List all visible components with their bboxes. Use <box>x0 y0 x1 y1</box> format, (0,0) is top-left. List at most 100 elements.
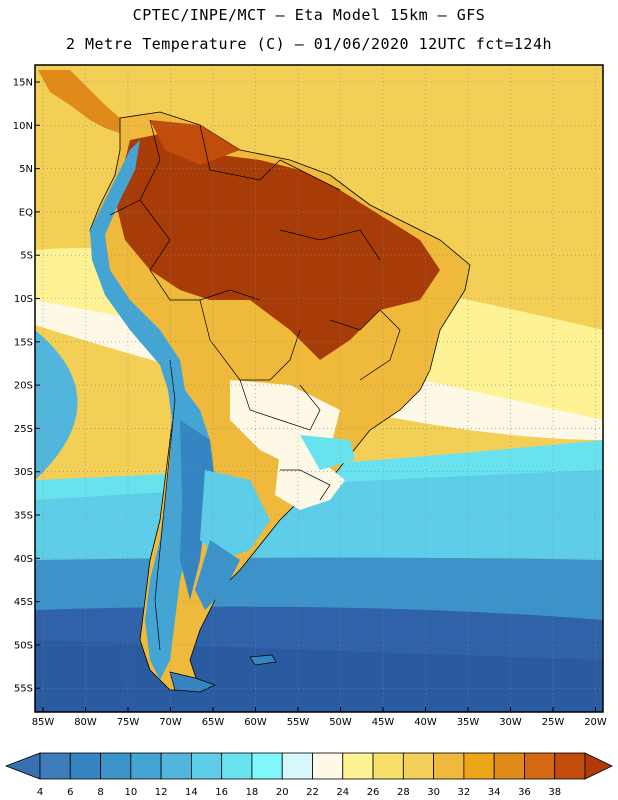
uruguay-cool <box>275 450 345 510</box>
colorbar-swatch <box>100 752 132 780</box>
longitude-labels: 85W 80W 75W 70W 65W 60W 55W 50W 45W 40W 35W 30W 25W 2… <box>32 707 607 728</box>
lon-label: 70W <box>159 717 182 728</box>
colorbar-swatch <box>312 752 344 780</box>
colorbar-label: 32 <box>458 787 471 798</box>
colorbar-label: 8 <box>97 787 103 798</box>
colorbar-label: 24 <box>336 787 349 798</box>
border-peru-brazil <box>139 199 261 301</box>
border-bolivia <box>199 299 301 381</box>
colorbar-low-arrow <box>4 752 41 780</box>
colorbar-swatch <box>69 752 101 780</box>
lon-label: 85W <box>32 717 55 728</box>
map-field <box>35 65 603 712</box>
amazon-hot-region <box>115 130 440 360</box>
andes-cold-spine <box>90 140 210 680</box>
colorbar-swatch <box>493 752 525 780</box>
lon-label: 80W <box>74 717 97 728</box>
border-uruguay <box>280 469 331 501</box>
lat-label: 5S <box>20 251 33 262</box>
lat-label: 10S <box>14 294 33 305</box>
map-frame <box>34 64 604 713</box>
country-borders <box>109 119 401 651</box>
colorbar-swatch <box>39 752 71 780</box>
border-brazil-north <box>279 229 381 261</box>
border-colombia <box>109 119 161 216</box>
colorbar-swatch <box>402 752 435 780</box>
lat-label: 35S <box>14 511 33 522</box>
lat-label: 45S <box>14 597 33 608</box>
colorbar-label: 36 <box>518 787 531 798</box>
colorbar-label: 38 <box>548 787 561 798</box>
colorbar-label: 10 <box>124 787 137 798</box>
colorbar-labels: 4 6 8 10 12 14 16 18 20 22 24 26 28 30 32 34 36 38 <box>37 787 561 798</box>
lat-label: 50S <box>14 640 33 651</box>
colorbar-swatch <box>524 752 556 780</box>
lat-label: 20S <box>14 381 33 392</box>
lat-label: 30S <box>14 467 33 478</box>
colorbar-label: 26 <box>367 787 380 798</box>
central-america <box>38 70 135 135</box>
venezuela-hot <box>150 120 240 165</box>
colorbar-high-arrow <box>584 752 613 780</box>
south-brazil-cool <box>300 435 355 470</box>
lat-label: 40S <box>14 554 33 565</box>
colorbar-swatch <box>251 752 283 780</box>
colorbar-label: 6 <box>67 787 73 798</box>
colorbar-label: 20 <box>276 787 289 798</box>
lat-label: 55S <box>14 684 33 695</box>
map-grid <box>35 65 603 712</box>
colorbar-swatch <box>463 752 495 780</box>
lon-label: 35W <box>457 717 480 728</box>
border-chile-argentina <box>154 359 176 651</box>
lon-label: 75W <box>117 717 140 728</box>
colorbar-swatch <box>130 752 162 780</box>
colorbar <box>4 752 613 780</box>
colorbar-swatch <box>221 752 253 780</box>
colorbar-swatch <box>554 752 586 780</box>
andes-coldest <box>180 420 215 600</box>
lon-label: 50W <box>329 717 352 728</box>
colorbar-label: 30 <box>427 787 440 798</box>
colorbar-label: 28 <box>397 787 410 798</box>
lat-label: EQ <box>19 207 33 218</box>
lat-label: 25S <box>14 424 33 435</box>
ocean-band-cyan <box>35 325 603 500</box>
colorbar-label: 14 <box>185 787 198 798</box>
chart-title-line-2: 2 Metre Temperature (C) – 01/06/2020 12U… <box>65 35 553 53</box>
colorbar-swatch <box>433 752 465 780</box>
colorbar-swatch <box>160 752 192 780</box>
lon-label: 45W <box>372 717 395 728</box>
lat-label: 5N <box>19 164 33 175</box>
latitude-labels: 15N 10N 5N EQ 5S 10S 15S 20S 25S 30S 35S 40S 45S 50S 5… <box>13 78 40 695</box>
colorbar-swatch <box>342 752 374 780</box>
lon-label: 25W <box>542 717 565 728</box>
falkland-islands <box>249 654 277 666</box>
lon-label: 65W <box>202 717 225 728</box>
ocean-pacific-cool <box>35 330 78 480</box>
patagonia-blue <box>195 540 240 610</box>
central-warm-zone <box>175 300 430 420</box>
lon-label: 20W <box>584 717 607 728</box>
lat-label: 10N <box>13 121 33 132</box>
colorbar-swatch <box>281 752 313 780</box>
colorbar-label: 22 <box>306 787 319 798</box>
colorbar-label: 18 <box>246 787 259 798</box>
colorbar-swatch <box>190 752 223 780</box>
lat-label: 15S <box>14 337 33 348</box>
colorbar-label: 12 <box>155 787 168 798</box>
border-venezuela <box>199 124 281 181</box>
lat-label: 15N <box>13 78 33 89</box>
lon-label: 60W <box>244 717 267 728</box>
colorbar-swatch <box>372 752 404 780</box>
lon-label: 30W <box>499 717 522 728</box>
colorbar-label: 4 <box>37 787 43 798</box>
border-guianas <box>279 159 341 191</box>
border-paraguay <box>239 379 321 431</box>
chart-title-line-1: CPTEC/INPE/MCT – Eta Model 15km – GFS <box>132 6 486 24</box>
border-brazil-states <box>329 309 401 381</box>
lon-label: 40W <box>414 717 437 728</box>
lon-label: 55W <box>287 717 310 728</box>
colorbar-label: 16 <box>215 787 228 798</box>
colorbar-label: 34 <box>488 787 501 798</box>
